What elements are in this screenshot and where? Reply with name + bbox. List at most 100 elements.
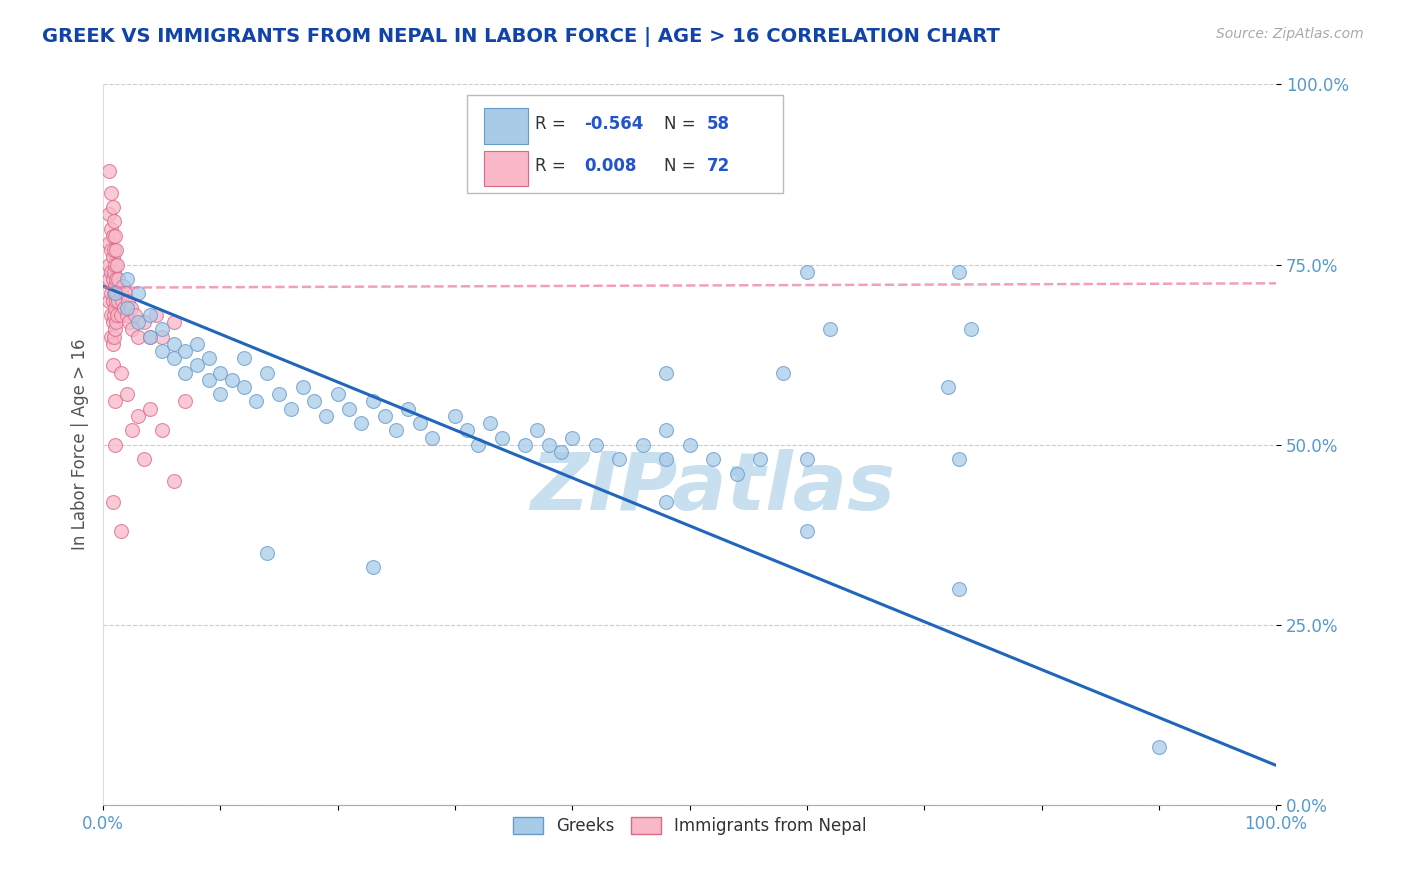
Point xyxy=(127,409,149,423)
Point xyxy=(796,524,818,539)
Point xyxy=(105,315,128,329)
Text: Source: ZipAtlas.com: Source: ZipAtlas.com xyxy=(1216,27,1364,41)
Point xyxy=(115,301,138,315)
Point xyxy=(127,329,149,343)
Point xyxy=(467,438,489,452)
Point xyxy=(655,495,678,509)
Text: ZIPatlas: ZIPatlas xyxy=(530,449,896,527)
Point xyxy=(267,387,290,401)
Point xyxy=(127,286,149,301)
Point xyxy=(104,438,127,452)
Point xyxy=(796,265,818,279)
Point xyxy=(174,394,197,409)
Point xyxy=(256,546,278,560)
Point xyxy=(150,322,173,336)
Point xyxy=(111,293,134,308)
Point xyxy=(103,265,125,279)
Point xyxy=(655,452,678,467)
Point xyxy=(104,301,127,315)
Point xyxy=(150,329,173,343)
Point xyxy=(100,308,122,322)
Point xyxy=(456,423,478,437)
Point xyxy=(105,258,128,272)
FancyBboxPatch shape xyxy=(484,151,527,186)
Point xyxy=(103,308,125,322)
Point xyxy=(620,164,643,178)
Point xyxy=(361,394,384,409)
Point xyxy=(948,582,970,596)
Point xyxy=(134,315,156,329)
Point xyxy=(100,329,122,343)
Text: N =: N = xyxy=(664,157,700,176)
Point xyxy=(209,366,232,380)
Text: GREEK VS IMMIGRANTS FROM NEPAL IN LABOR FORCE | AGE > 16 CORRELATION CHART: GREEK VS IMMIGRANTS FROM NEPAL IN LABOR … xyxy=(42,27,1000,46)
Point xyxy=(197,351,219,366)
Point xyxy=(139,308,162,322)
Point xyxy=(105,243,128,257)
Point xyxy=(100,243,122,257)
Point xyxy=(115,308,138,322)
Point xyxy=(101,293,124,308)
Text: R =: R = xyxy=(534,157,571,176)
Point xyxy=(115,272,138,286)
Point xyxy=(101,251,124,265)
Point xyxy=(409,416,432,430)
Point xyxy=(117,293,139,308)
Point xyxy=(749,452,772,467)
Point xyxy=(326,387,349,401)
Point xyxy=(112,279,135,293)
Point xyxy=(655,423,678,437)
Point xyxy=(110,524,132,539)
Point xyxy=(105,286,128,301)
Point xyxy=(796,452,818,467)
Point xyxy=(100,265,122,279)
Text: N =: N = xyxy=(664,115,700,133)
Point xyxy=(104,394,127,409)
Point xyxy=(139,329,162,343)
Point xyxy=(98,293,121,308)
Point xyxy=(162,315,184,329)
Point xyxy=(221,373,243,387)
Point xyxy=(537,438,560,452)
Point xyxy=(339,401,361,416)
Point xyxy=(100,286,122,301)
Point xyxy=(1147,740,1170,755)
Point xyxy=(139,329,162,343)
Point xyxy=(104,322,127,336)
Point xyxy=(98,164,121,178)
Point xyxy=(385,423,408,437)
Point xyxy=(304,394,326,409)
Text: 58: 58 xyxy=(707,115,730,133)
Point xyxy=(120,301,142,315)
Point xyxy=(526,423,548,437)
Point xyxy=(98,258,121,272)
Point xyxy=(948,265,970,279)
Point xyxy=(103,243,125,257)
Point xyxy=(107,293,129,308)
Point xyxy=(561,430,583,444)
Point xyxy=(374,409,396,423)
Text: R =: R = xyxy=(534,115,571,133)
Point xyxy=(100,186,122,200)
Point xyxy=(162,351,184,366)
Point xyxy=(101,359,124,373)
Point xyxy=(678,438,700,452)
Point xyxy=(186,336,208,351)
Point xyxy=(103,286,125,301)
Point xyxy=(105,272,128,286)
Point xyxy=(134,452,156,467)
Point xyxy=(280,401,302,416)
Point xyxy=(104,228,127,243)
Point xyxy=(607,452,630,467)
Point xyxy=(150,423,173,437)
Point xyxy=(174,366,197,380)
Point xyxy=(702,452,724,467)
Text: 0.008: 0.008 xyxy=(583,157,637,176)
Point xyxy=(127,315,149,329)
Point xyxy=(162,474,184,488)
Point xyxy=(245,394,267,409)
Point xyxy=(396,401,419,416)
Point xyxy=(101,315,124,329)
Point xyxy=(186,359,208,373)
Point xyxy=(515,438,537,452)
